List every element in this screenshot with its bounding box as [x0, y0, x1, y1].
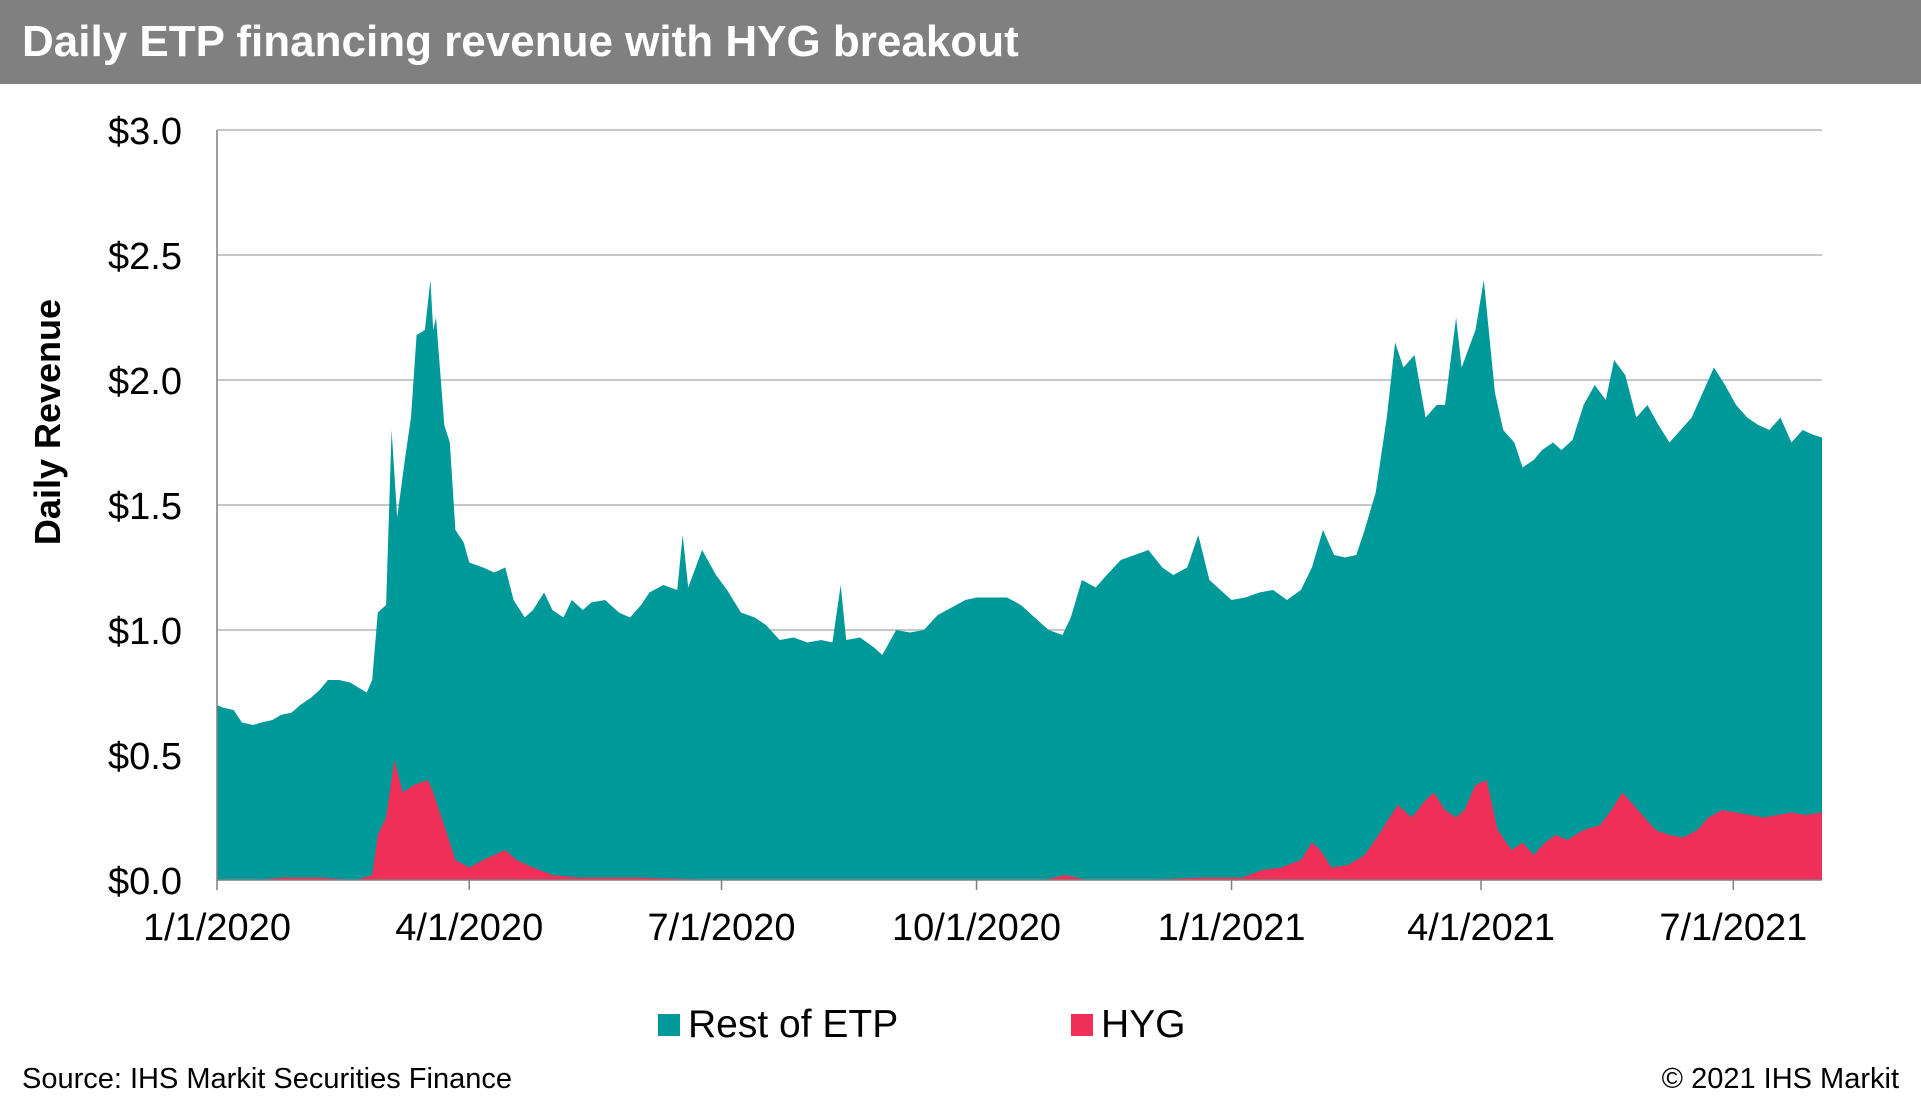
- area-rest-of-etp: [217, 280, 1822, 880]
- y-tick-label-2: $1.0: [108, 611, 182, 653]
- legend-item-hyg: HYG: [1071, 1001, 1186, 1049]
- y-axis-label: Daily Revenue: [27, 299, 68, 545]
- area-layer: [217, 280, 1822, 880]
- legend-swatch-rest: [658, 1014, 680, 1036]
- legend-label-rest: Rest of ETP: [688, 1003, 899, 1046]
- y-tick-label-6: $3.0: [108, 111, 182, 153]
- legend-label-hyg: HYG: [1101, 1003, 1186, 1046]
- x-tick-label-6: 7/1/2021: [1659, 907, 1807, 949]
- x-tick-label-3: 10/1/2020: [892, 907, 1061, 949]
- x-tick-labels: 1/1/2020 4/1/2020 7/1/2020 10/1/2020 1/1/202…: [143, 907, 1807, 949]
- axes: [216, 130, 1822, 890]
- y-tick-labels: $0.0 $0.5 $1.0 $1.5 $2.0 $2.5 $3.0: [108, 111, 182, 903]
- area-hyg: [217, 760, 1822, 880]
- y-tick-label-3: $1.5: [108, 486, 182, 528]
- y-tick-label-1: $0.5: [108, 736, 182, 778]
- legend-swatch-hyg: [1071, 1014, 1093, 1036]
- legend-item-rest: Rest of ETP: [658, 1001, 898, 1049]
- y-tick-label-4: $2.0: [108, 361, 182, 403]
- y-tick-label-0: $0.0: [108, 861, 182, 903]
- x-tick-label-4: 1/1/2021: [1158, 907, 1306, 949]
- x-tick-label-2: 7/1/2020: [648, 907, 796, 949]
- x-tick-label-1: 4/1/2020: [395, 907, 543, 949]
- source-note: Source: IHS Markit Securities Finance: [22, 1063, 512, 1095]
- chart-title: Daily ETP financing revenue with HYG bre…: [22, 17, 1019, 66]
- x-tick-label-5: 4/1/2021: [1407, 907, 1555, 949]
- copyright-note: © 2021 IHS Markit: [1661, 1063, 1899, 1095]
- title-bar: Daily ETP financing revenue with HYG bre…: [0, 0, 1921, 84]
- x-tick-label-0: 1/1/2020: [143, 907, 291, 949]
- y-tick-label-5: $2.5: [108, 236, 182, 278]
- chart-svg: $0.0 $0.5 $1.0 $1.5 $2.0 $2.5 $3.0 1/1/2020 4/1…: [27, 111, 1822, 949]
